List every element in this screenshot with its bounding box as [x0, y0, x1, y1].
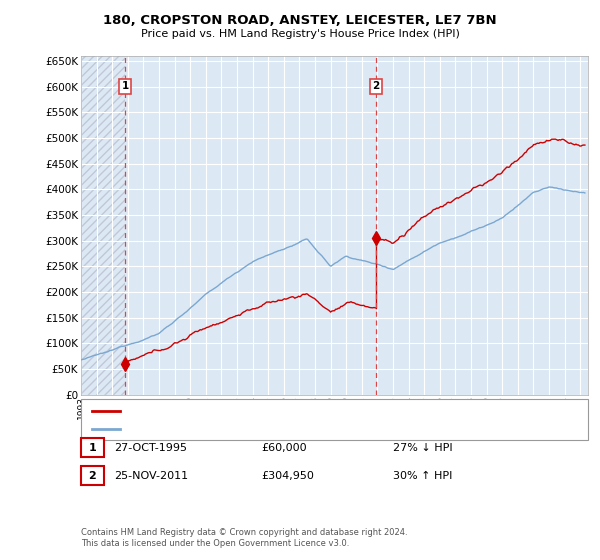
Text: 1: 1 — [121, 82, 128, 91]
Text: HPI: Average price, detached house, Charnwood: HPI: Average price, detached house, Char… — [126, 424, 362, 434]
Bar — [81, 56, 125, 395]
Text: Contains HM Land Registry data © Crown copyright and database right 2024.
This d: Contains HM Land Registry data © Crown c… — [81, 528, 407, 548]
Text: 2: 2 — [89, 471, 96, 480]
Text: £304,950: £304,950 — [261, 471, 314, 480]
Text: 27% ↓ HPI: 27% ↓ HPI — [393, 443, 452, 452]
Text: 180, CROPSTON ROAD, ANSTEY, LEICESTER, LE7 7BN: 180, CROPSTON ROAD, ANSTEY, LEICESTER, L… — [103, 14, 497, 27]
Text: 27-OCT-1995: 27-OCT-1995 — [114, 443, 187, 452]
Text: Price paid vs. HM Land Registry's House Price Index (HPI): Price paid vs. HM Land Registry's House … — [140, 29, 460, 39]
Text: 30% ↑ HPI: 30% ↑ HPI — [393, 471, 452, 480]
Text: 180, CROPSTON ROAD, ANSTEY, LEICESTER, LE7 7BN (detached house): 180, CROPSTON ROAD, ANSTEY, LEICESTER, L… — [126, 405, 476, 416]
Text: 2: 2 — [372, 82, 379, 91]
Text: £60,000: £60,000 — [261, 443, 307, 452]
Text: 25-NOV-2011: 25-NOV-2011 — [114, 471, 188, 480]
Text: 1: 1 — [89, 443, 96, 452]
